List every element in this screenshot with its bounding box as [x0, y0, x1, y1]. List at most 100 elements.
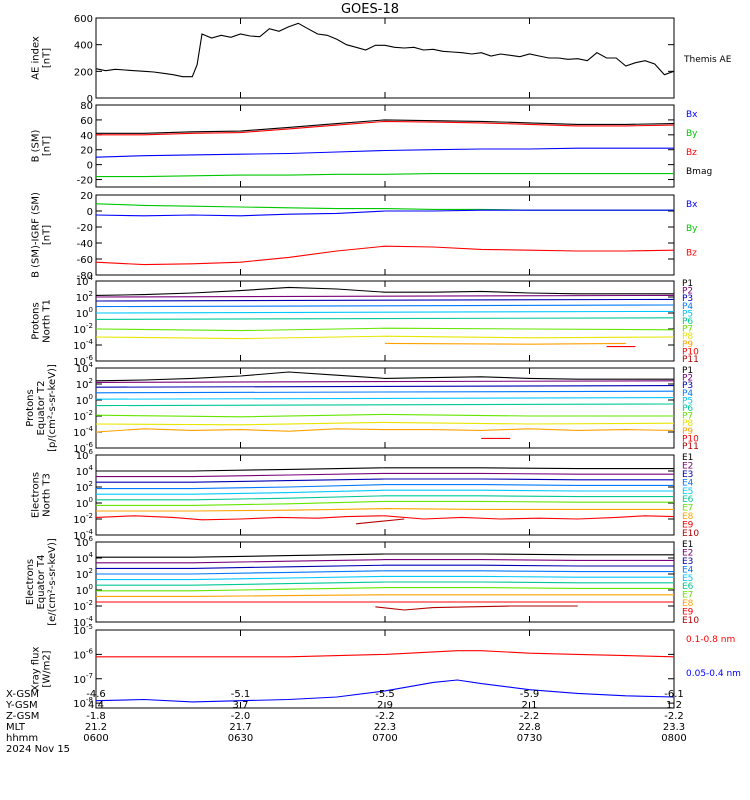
legend-entry: E5 [682, 574, 693, 584]
row-value: 21.7 [229, 722, 251, 733]
series-group [96, 22, 674, 78]
y-axis-label-line: Equator T2 [36, 381, 47, 436]
legend-entry: E2 [682, 548, 693, 558]
y-tick-label: 100 [76, 306, 93, 320]
series-line [96, 472, 674, 478]
legend-entry: P9 [682, 427, 693, 437]
panel-frame [95, 454, 675, 536]
legend-entry: E4 [682, 565, 694, 575]
y-tick-label: 104 [76, 274, 94, 288]
y-tick-label: 100 [76, 393, 93, 407]
legend-entry: P11 [682, 442, 699, 452]
y-axis-label: Xray flux [W/m2] [31, 647, 53, 692]
legend-entry: E4 [682, 478, 694, 488]
legend-entry: E9 [682, 608, 694, 618]
series-group [96, 553, 674, 611]
series-line [96, 119, 674, 134]
series-line [96, 489, 674, 495]
row-value: -5.9 [520, 689, 540, 700]
y-axis-label: Electrons Equator T4 [e/(cm²-s-sr-keV)] [25, 538, 58, 626]
series-line [96, 515, 674, 521]
row-label: Z-GSM [6, 711, 39, 722]
series-line [96, 203, 674, 211]
legend-entry: E7 [682, 504, 693, 514]
row-value: -1.8 [86, 711, 106, 722]
legend-entry: E8 [682, 599, 694, 609]
row-value: 2.1 [522, 700, 538, 711]
y-tick-label: 10-4 [73, 338, 93, 352]
series-line [96, 495, 674, 501]
y-tick-label: 100 [76, 583, 93, 597]
legend-entry: E10 [682, 529, 699, 539]
y-axis-label-line: [nT] [42, 136, 53, 156]
legend-entry: Bmag [686, 167, 712, 177]
row-value: 21.2 [85, 722, 107, 733]
y-tick-label: 0 [87, 161, 93, 172]
series-line [96, 335, 674, 340]
series-line [375, 605, 578, 611]
series-line [96, 679, 674, 703]
y-tick-label: 102 [76, 290, 93, 304]
y-tick-label: 106 [76, 535, 94, 549]
row-value: -2.2 [520, 711, 540, 722]
series-line [96, 564, 674, 569]
series-line [96, 575, 674, 581]
legend-entry: P9 [682, 340, 693, 350]
y-tick-label: 102 [76, 377, 93, 391]
legend-entry: E3 [682, 470, 693, 480]
row-value: -5.1 [231, 689, 251, 700]
row-value: 2.9 [377, 700, 393, 711]
series-line [96, 484, 674, 490]
legend-entry: E10 [682, 616, 699, 626]
legend-entry: E3 [682, 557, 693, 567]
series-group [96, 467, 674, 525]
legend-entry: P7 [682, 325, 693, 335]
y-axis-label: AE index [nT] [31, 36, 53, 80]
row-value: 0730 [517, 733, 542, 744]
series-group [96, 203, 674, 266]
series-line [96, 173, 674, 178]
legend-entry: P6 [682, 317, 693, 327]
y-tick-label: 100 [76, 496, 93, 510]
y-tick-label: -60 [77, 255, 93, 266]
y-axis-label: Electrons North T3 [31, 472, 53, 518]
legend-entry: P2 [682, 287, 693, 297]
row-value: -4.6 [86, 689, 106, 700]
row-label: hhmm [6, 733, 38, 744]
panel-frame [95, 194, 675, 276]
y-axis-label-line: B (SM) [31, 129, 42, 162]
series-line [96, 22, 674, 78]
y-tick-label: 20 [80, 191, 93, 202]
y-axis-label: B (SM) [nT] [31, 129, 53, 162]
series-line [96, 310, 674, 314]
y-axis-label-line: [W/m2] [42, 650, 53, 687]
y-tick-label: 10-2 [73, 599, 93, 613]
legend-entry: E6 [682, 582, 694, 592]
series-line [96, 650, 674, 658]
series-line [96, 120, 674, 136]
y-axis-label-line: North T3 [42, 473, 53, 517]
legend-entry: Bz [686, 148, 697, 158]
y-tick-label: 0 [87, 94, 93, 105]
series-line [96, 559, 674, 564]
row-value: 23.3 [663, 722, 685, 733]
row-value: -2.2 [375, 711, 395, 722]
y-tick-label: 80 [80, 101, 93, 112]
row-value: 22.8 [518, 722, 540, 733]
legend-entry: E6 [682, 495, 694, 505]
row-value: -6.1 [664, 689, 684, 700]
legend-entry: E2 [682, 461, 693, 471]
legend-entry: P1 [682, 366, 693, 376]
legend-entry: P10 [682, 434, 699, 444]
series-line [96, 390, 674, 394]
y-tick-label: 600 [74, 14, 93, 25]
y-axis-label-line: [nT] [42, 48, 53, 68]
series-line [96, 478, 674, 483]
series-line [96, 385, 674, 388]
series-line [96, 553, 674, 558]
